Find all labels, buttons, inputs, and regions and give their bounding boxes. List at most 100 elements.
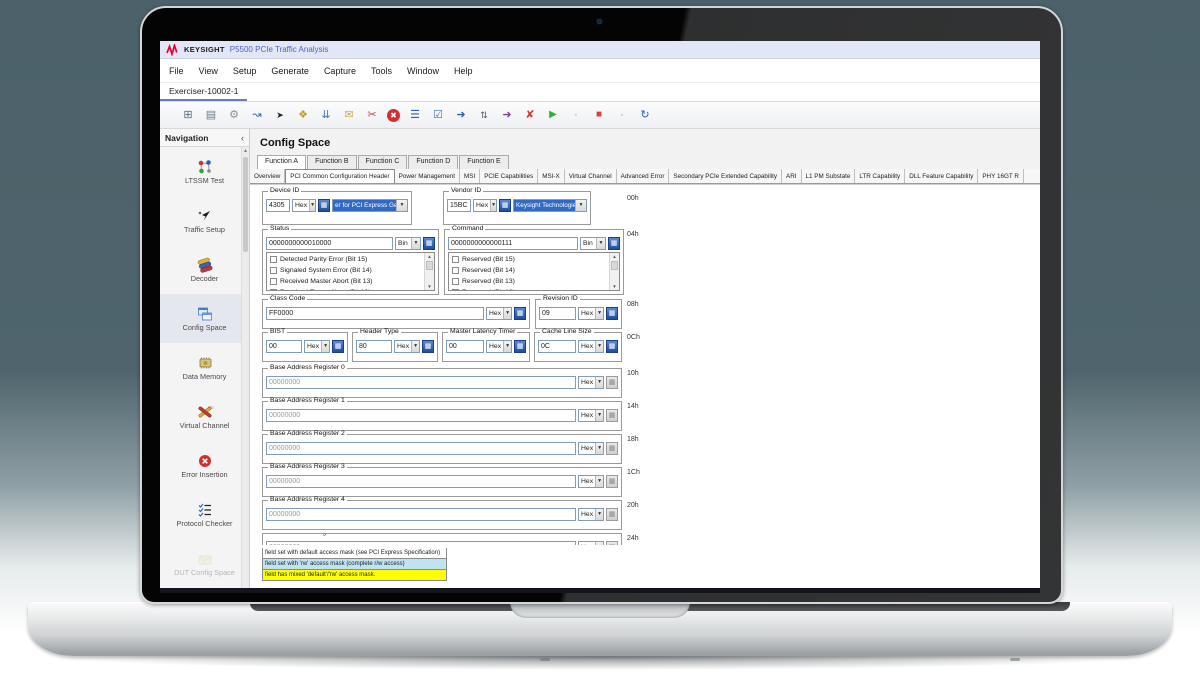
- checkbox-unchecked-icon[interactable]: [270, 289, 277, 290]
- class-code-format-select[interactable]: Hex ▼: [486, 307, 512, 320]
- sidebar-item-decoder[interactable]: Decoder: [160, 245, 249, 294]
- bar-format-select[interactable]: Hex▼: [578, 409, 604, 422]
- decoder-icon[interactable]: ❖: [298, 109, 308, 121]
- menu-tools[interactable]: Tools: [370, 65, 392, 76]
- report-check-icon[interactable]: ☑: [433, 109, 443, 121]
- tab-msi[interactable]: MSI: [460, 169, 481, 183]
- revision-id-bit-editor-button[interactable]: ▦: [606, 307, 618, 320]
- checkbox-unchecked-icon[interactable]: [270, 256, 277, 263]
- bar-bit-editor-button[interactable]: ▦: [606, 442, 618, 455]
- bar-value-input[interactable]: [266, 409, 576, 422]
- tab-msi-x[interactable]: MSI-X: [538, 169, 565, 183]
- tab-power-management[interactable]: Power Management: [395, 169, 461, 183]
- tab-secondary-pcie-extended-capability[interactable]: Secondary PCIe Extended Capability: [669, 169, 783, 183]
- status-bit-row[interactable]: Received Master Abort (Bit 13): [270, 276, 424, 287]
- scroll-up-icon[interactable]: ▲: [612, 254, 617, 259]
- tab-pci-common-configuration-header[interactable]: PCI Common Configuration Header: [285, 169, 395, 183]
- virtual-channel-icon[interactable]: ✂: [367, 109, 377, 121]
- class-code-input[interactable]: [266, 307, 484, 320]
- save-icon[interactable]: ▤: [205, 109, 217, 121]
- command-bit-row[interactable]: Reserved (Bit 13): [452, 276, 609, 287]
- download-run-icon[interactable]: ➜: [456, 109, 466, 121]
- run-icon[interactable]: ▶: [549, 109, 557, 120]
- bar-bit-editor-button[interactable]: ▦: [606, 409, 618, 422]
- menu-generate[interactable]: Generate: [271, 65, 309, 76]
- bist-format-select[interactable]: Hex ▼: [304, 340, 330, 353]
- master-latency-timer-bit-editor-button[interactable]: ▦: [514, 340, 526, 353]
- bar-bit-editor-button[interactable]: ▦: [606, 376, 618, 389]
- protocol-checker-icon[interactable]: ☰: [410, 109, 420, 121]
- device-id-format-select[interactable]: Hex ▼: [292, 199, 316, 212]
- device-type-combo[interactable]: er for PCI Express Gen3▼: [332, 199, 408, 212]
- tab-l1-pm-substate[interactable]: L1 PM Substate: [802, 169, 856, 183]
- menu-setup[interactable]: Setup: [232, 65, 257, 76]
- tab-ltr-capability[interactable]: LTR Capability: [855, 169, 906, 183]
- bar-bit-editor-button[interactable]: ▦: [606, 475, 618, 488]
- status-bit-row[interactable]: Received Target Abort (Bit 12): [270, 287, 424, 290]
- command-bit-row[interactable]: Reserved (Bit 12): [452, 287, 609, 290]
- run-menu-icon[interactable]: ·: [574, 109, 578, 121]
- master-latency-timer-input[interactable]: [446, 340, 484, 353]
- command-bit-row[interactable]: Reserved (Bit 14): [452, 265, 609, 276]
- stop-menu-icon[interactable]: ·: [620, 109, 624, 121]
- sidebar-item-data-memory[interactable]: Data Memory: [160, 343, 249, 392]
- sidebar-item-config-space[interactable]: Config Space: [160, 294, 249, 343]
- scrollbar-thumb[interactable]: [243, 157, 248, 252]
- cache-line-size-bit-editor-button[interactable]: ▦: [606, 340, 618, 353]
- bar-value-input[interactable]: [266, 508, 576, 521]
- tab-dll-feature-capability[interactable]: DLL Feature Capability: [905, 169, 979, 183]
- sidebar-item-protocol-checker[interactable]: Protocol Checker: [160, 490, 249, 539]
- ltssm-route-icon[interactable]: ↝: [252, 109, 262, 121]
- abort-icon[interactable]: ✘: [525, 109, 535, 121]
- card-icon[interactable]: ✉: [344, 109, 354, 121]
- bar-value-input[interactable]: [266, 541, 576, 545]
- checkbox-unchecked-icon[interactable]: [270, 267, 277, 274]
- checkbox-unchecked-icon[interactable]: [452, 278, 459, 285]
- tab-ari[interactable]: ARI: [782, 169, 802, 183]
- status-bit-editor-button[interactable]: ▦: [423, 237, 435, 250]
- menu-view[interactable]: View: [198, 65, 218, 76]
- command-format-select[interactable]: Bin ▼: [580, 237, 606, 250]
- collapse-sidebar-icon[interactable]: ‹: [241, 132, 244, 143]
- cache-line-size-format-select[interactable]: Hex ▼: [578, 340, 604, 353]
- status-bit-row[interactable]: Signaled System Error (Bit 14): [270, 265, 424, 276]
- menu-window[interactable]: Window: [406, 65, 439, 76]
- sidebar-scrollbar[interactable]: ▲: [241, 147, 249, 588]
- bar-format-select[interactable]: Hex▼: [578, 376, 604, 389]
- scrollbar-thumb[interactable]: [426, 261, 433, 270]
- traffic-setup-icon[interactable]: ➤: [276, 110, 284, 120]
- master-latency-timer-format-select[interactable]: Hex ▼: [486, 340, 512, 353]
- command-bit-row[interactable]: Reserved (Bit 15): [452, 254, 609, 265]
- vendor-id-bit-editor-button[interactable]: ▦: [499, 199, 511, 212]
- sidebar-item-virtual-channel[interactable]: MCI Virtual Channel: [179, 405, 230, 430]
- sidebar-item-dut-config-space[interactable]: DUT Config Space: [160, 539, 249, 588]
- status-format-select[interactable]: Bin ▼: [395, 237, 421, 250]
- vendor-id-input[interactable]: [447, 199, 471, 212]
- command-value-input[interactable]: [448, 237, 578, 250]
- refresh-icon[interactable]: ↻: [640, 109, 650, 121]
- memory-transfer-icon[interactable]: ⇊: [321, 109, 331, 121]
- checkbox-unchecked-icon[interactable]: [452, 256, 459, 263]
- settings-wrench-icon[interactable]: ⚙: [229, 109, 239, 121]
- upload-run-icon[interactable]: ➜: [502, 109, 512, 121]
- bar-format-select[interactable]: Hex▼: [578, 442, 604, 455]
- vendor-combo[interactable]: Keysight Technologies ▼: [513, 199, 587, 212]
- error-insertion-icon[interactable]: ✖: [387, 108, 400, 122]
- tab-phy-16gt[interactable]: PHY 16GT R: [978, 169, 1024, 183]
- tab-function-d[interactable]: Function D: [408, 155, 459, 169]
- tab-function-a[interactable]: Function A: [257, 155, 307, 169]
- device-id-input[interactable]: [266, 199, 290, 212]
- tab-virtual-channel[interactable]: Virtual Channel: [565, 169, 617, 183]
- bar-format-select[interactable]: Hex▼: [578, 508, 604, 521]
- bar-bit-editor-button[interactable]: ▦: [606, 508, 618, 521]
- bar-bit-editor-button[interactable]: ▦: [606, 541, 618, 545]
- bist-input[interactable]: [266, 340, 302, 353]
- class-code-bit-editor-button[interactable]: ▦: [514, 307, 526, 320]
- tab-function-e[interactable]: Function E: [459, 155, 509, 169]
- status-bit-row[interactable]: Detected Parity Error (Bit 15): [270, 254, 424, 265]
- tab-pcie-capabilities[interactable]: PCIE Capabilities: [480, 169, 539, 183]
- scroll-up-icon[interactable]: ▲: [427, 254, 432, 259]
- scroll-down-icon[interactable]: ▼: [612, 284, 617, 289]
- bar-value-input[interactable]: [266, 442, 576, 455]
- cache-line-size-input[interactable]: [538, 340, 576, 353]
